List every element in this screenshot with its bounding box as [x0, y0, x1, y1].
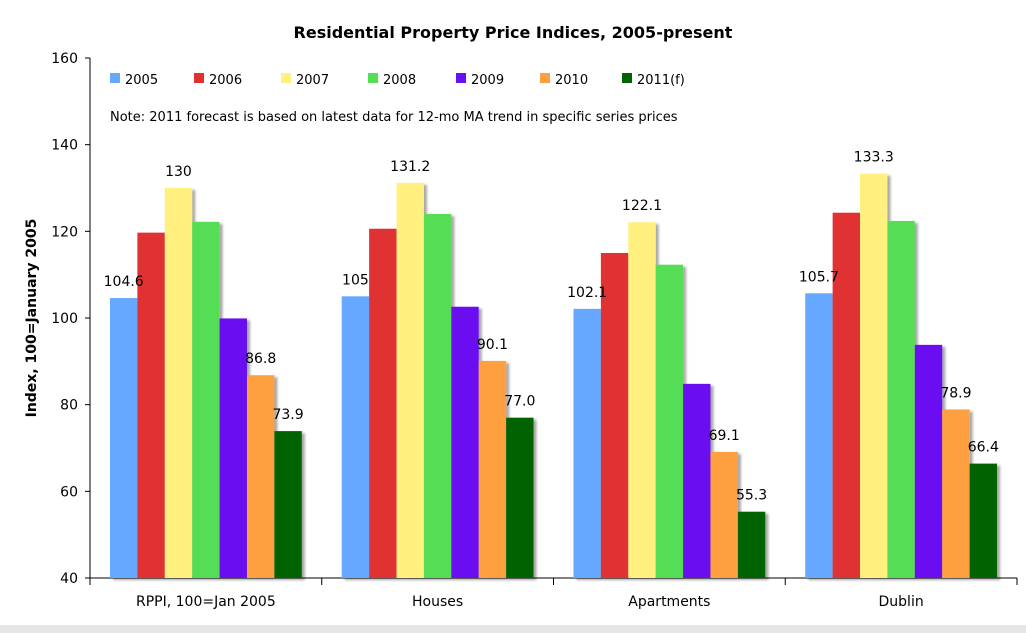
y-axis-label: Index, 100=January 2005: [24, 219, 40, 418]
data-label: 131.2: [390, 159, 430, 175]
bar: [451, 306, 479, 578]
y-tick-label: 140: [51, 138, 78, 154]
data-label: 104.6: [104, 274, 144, 290]
chart-title: Residential Property Price Indices, 2005…: [294, 23, 733, 42]
bar: [192, 221, 220, 579]
y-tick-label: 160: [51, 51, 78, 67]
data-label: 78.9: [940, 385, 971, 401]
bar: [478, 360, 507, 578]
data-labels: 104.6 105 102.1 105.7 130 131.2 122.1 133.3 86.8…: [104, 150, 999, 504]
bar: [805, 293, 833, 578]
bar: [396, 182, 424, 579]
bar: [246, 375, 275, 578]
category-label: RPPI, 100=Jan 2005: [136, 594, 276, 610]
legend-swatch: [368, 73, 378, 83]
data-label: 55.3: [736, 488, 767, 504]
bar: [341, 296, 370, 578]
legend-label: 2005: [125, 73, 158, 88]
bar: [969, 463, 998, 578]
legend-swatch: [281, 73, 291, 83]
bar: [628, 222, 656, 578]
legend-label: 2009: [471, 73, 504, 88]
bottom-strip: [0, 625, 1026, 633]
y-tick-label: 100: [51, 311, 78, 327]
data-label: 122.1: [622, 198, 662, 214]
data-label: 77.0: [504, 394, 535, 410]
legend-swatch: [456, 73, 466, 83]
legend-swatch: [110, 73, 120, 83]
legend-label: 2011(f): [637, 73, 685, 88]
bar: [219, 318, 247, 578]
data-label: 66.4: [968, 440, 999, 456]
bar: [369, 228, 397, 578]
bar: [600, 253, 629, 578]
data-label: 133.3: [854, 150, 894, 166]
y-tick-label: 60: [60, 484, 78, 500]
category-label: Houses: [412, 594, 463, 610]
bar: [887, 220, 915, 578]
bar: [914, 344, 943, 578]
bar: [832, 212, 861, 578]
chart-note: Note: 2011 forecast is based on latest d…: [110, 110, 678, 125]
y-tick-label: 120: [51, 224, 78, 240]
bar: [423, 214, 452, 578]
y-tick-label: 80: [60, 398, 78, 414]
bar: [683, 383, 711, 578]
category-label: Dublin: [879, 594, 924, 610]
bar: [506, 417, 534, 578]
data-label: 102.1: [567, 285, 607, 301]
data-label: 105: [342, 272, 369, 288]
data-label: 130: [165, 164, 192, 180]
data-label: 86.8: [245, 351, 276, 367]
legend-swatch: [622, 73, 632, 83]
legend-label: 2006: [209, 73, 242, 88]
legend-swatch: [194, 73, 204, 83]
bar: [109, 298, 138, 578]
category-label: Apartments: [628, 594, 710, 610]
bar: [655, 264, 684, 578]
data-label: 69.1: [709, 428, 740, 444]
bars: [109, 173, 998, 579]
bar: [274, 431, 302, 578]
bar: [737, 511, 766, 578]
axes: 40 60 80 100 120 140 160 RPPI, 100=Jan 2005 Hous…: [51, 51, 1018, 610]
data-label: 105.7: [799, 269, 839, 285]
legend-label: 2010: [555, 73, 588, 88]
bar: [942, 409, 970, 578]
bar: [164, 188, 193, 578]
legend-label: 2008: [383, 73, 416, 88]
legend-swatch: [540, 73, 550, 83]
bar: [573, 308, 601, 578]
data-label: 73.9: [272, 407, 303, 423]
y-tick-label: 40: [60, 571, 78, 587]
bar: [710, 451, 738, 578]
legend-label: 2007: [296, 73, 329, 88]
bar: [860, 173, 888, 578]
bar: [137, 232, 165, 578]
data-label: 90.1: [477, 337, 508, 353]
legend: 2005 2006 2007 2008 2009 2010 2011(f): [110, 73, 685, 88]
